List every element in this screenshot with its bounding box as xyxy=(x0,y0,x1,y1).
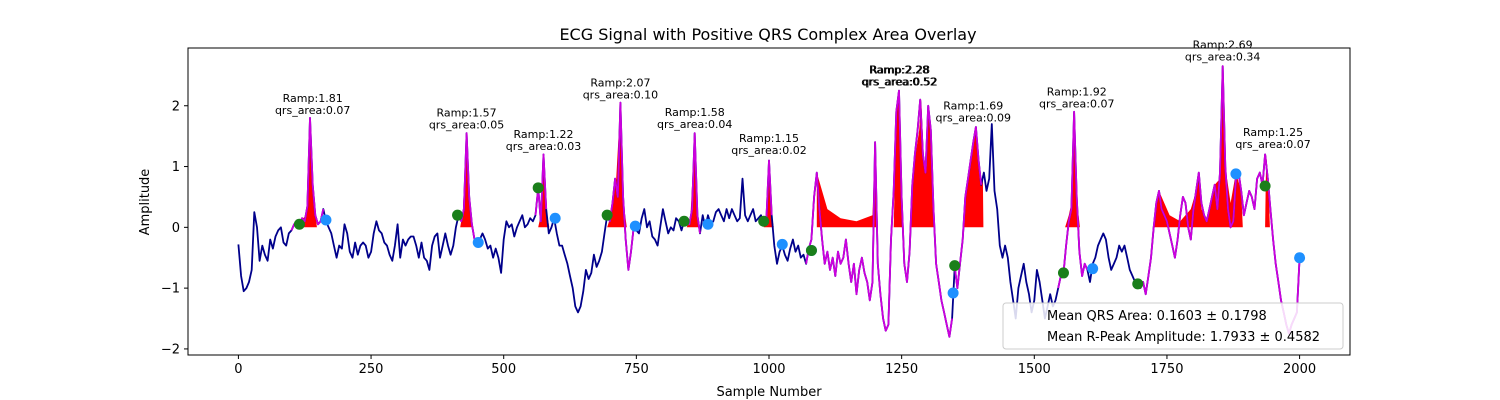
q-point-marker-2 xyxy=(549,212,561,224)
plot-area xyxy=(237,65,1306,338)
chart-title: ECG Signal with Positive QRS Complex Are… xyxy=(559,25,976,44)
qrs-segment-1 xyxy=(457,132,478,244)
x-axis: 0 250 500 750 1000 1250 1500 1750 2000 xyxy=(234,355,1316,377)
x-tick-label-4: 1000 xyxy=(752,362,785,377)
x-tick-label-1: 250 xyxy=(359,362,384,377)
q-point-marker-7 xyxy=(947,287,959,299)
qrs-segment-7 xyxy=(953,126,983,290)
qrs-area-fill-6 xyxy=(816,142,878,228)
x-tick-label-7: 1750 xyxy=(1150,362,1183,377)
y-tick-label-2: 0 xyxy=(172,221,180,236)
y-tick-label-1: −1 xyxy=(161,282,180,297)
x-tick-label-8: 2000 xyxy=(1283,362,1316,377)
r-onset-marker-8 xyxy=(1057,267,1069,279)
qrs-segment-3 xyxy=(606,101,635,271)
y-axis-label: Amplitude xyxy=(138,169,153,236)
y-axis: −2 −1 0 1 2 xyxy=(161,99,188,357)
peak-annotation-10: Ramp:2.69 qrs_area:0.34 xyxy=(1185,39,1260,64)
qrs-area-fill-9 xyxy=(964,127,984,228)
r-onset-marker-10 xyxy=(1259,180,1271,192)
q-point-marker-5 xyxy=(776,238,788,250)
r-onset-marker-6 xyxy=(805,244,817,256)
r-onset-marker-5 xyxy=(758,215,770,227)
legend-entry-qrs-area: Mean QRS Area: 0.1603 ± 0.1798 xyxy=(1047,309,1267,324)
q-point-marker-4 xyxy=(702,218,714,230)
q-point-marker-10 xyxy=(1294,252,1306,264)
x-tick-label-3: 750 xyxy=(624,362,649,377)
r-onset-marker-2 xyxy=(532,182,544,194)
qrs-segment-2 xyxy=(534,153,548,223)
q-point-marker-9 xyxy=(1230,168,1242,180)
r-onset-marker-1 xyxy=(452,209,464,221)
y-tick-label-4: 2 xyxy=(172,99,180,114)
peak-annotation-0: Ramp:1.81 qrs_area:0.07 xyxy=(275,92,350,117)
r-onset-marker-9 xyxy=(1132,278,1144,290)
legend: Mean QRS Area: 0.1603 ± 0.1798 Mean R-Pe… xyxy=(1002,302,1344,350)
peak-annotation-2: Ramp:1.22 qrs_area:0.03 xyxy=(506,128,581,153)
x-tick-label-2: 500 xyxy=(491,362,516,377)
qrs-segment-9 xyxy=(1134,65,1269,296)
peak-annotation-1: Ramp:1.57 qrs_area:0.05 xyxy=(429,107,504,132)
peak-annotation-5: Ramp:1.15 qrs_area:0.02 xyxy=(731,132,806,157)
legend-box xyxy=(1002,302,1344,350)
peak-annotation-9: Ramp:1.92 qrs_area:0.07 xyxy=(1039,85,1114,110)
r-onset-marker-7 xyxy=(949,260,961,272)
y-tick-label-0: −2 xyxy=(161,342,180,357)
qrs-area-fill-8 xyxy=(911,99,935,228)
peak-annotation-4: Ramp:1.58 qrs_area:0.04 xyxy=(657,106,732,131)
legend-entry-r-peak: Mean R-Peak Amplitude: 1.7933 ± 0.4582 xyxy=(1047,330,1320,345)
x-axis-label: Sample Number xyxy=(716,385,822,400)
q-point-marker-0 xyxy=(320,214,332,226)
peak-annotation-8: Ramp:1.69 qrs_area:0.09 xyxy=(936,99,1011,124)
qrs-segment-6 xyxy=(805,89,953,338)
r-onset-marker-4 xyxy=(678,215,690,227)
qrs-area-fill-3 xyxy=(607,102,627,228)
y-tick-label-3: 1 xyxy=(172,160,180,175)
r-onset-marker-0 xyxy=(293,218,305,230)
peak-annotation-11: Ramp:1.25 qrs_area:0.07 xyxy=(1235,126,1310,151)
q-point-marker-1 xyxy=(472,237,484,249)
x-tick-label-0: 0 xyxy=(234,362,242,377)
r-onset-marker-3 xyxy=(601,209,613,221)
annotations: Ramp:1.81 qrs_area:0.07 Ramp:1.57 qrs_area:… xyxy=(275,39,1311,158)
peak-annotation-6: Ramp:2.28 qrs_area:0.52 xyxy=(861,64,936,89)
x-tick-label-6: 1500 xyxy=(1018,362,1051,377)
q-point-marker-8 xyxy=(1087,263,1099,275)
x-tick-label-5: 1250 xyxy=(885,362,918,377)
qrs-area-fill-11 xyxy=(1153,66,1243,228)
peak-annotation-7: Ramp:2.28 qrs_area:0.52 xyxy=(862,64,937,89)
peak-annotation-3: Ramp:2.07 qrs_area:0.10 xyxy=(583,76,658,101)
q-point-marker-3 xyxy=(629,220,641,232)
